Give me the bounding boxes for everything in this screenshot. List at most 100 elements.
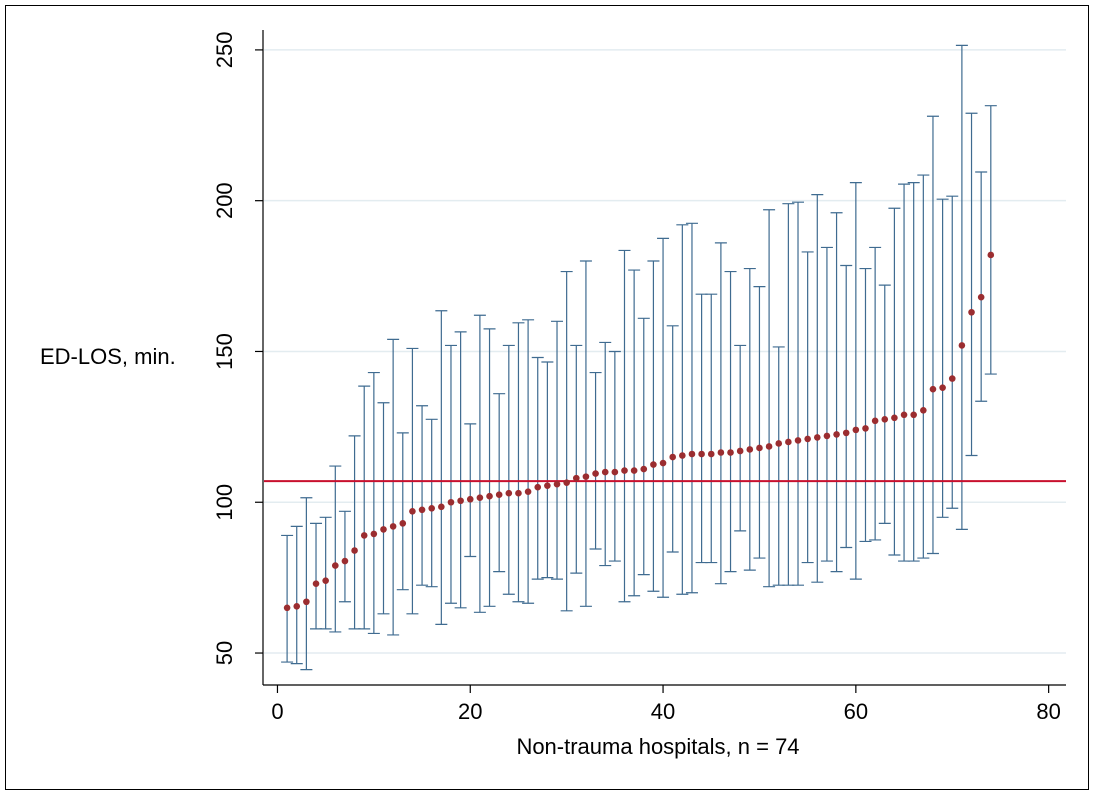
y-tick-label: 250: [212, 32, 237, 69]
point: [351, 547, 358, 554]
point: [939, 384, 946, 391]
point: [765, 443, 773, 450]
error-bar: [502, 344, 515, 595]
point: [303, 598, 310, 606]
error-bar: [753, 286, 766, 559]
error-bar: [377, 402, 390, 615]
grid: [264, 49, 1066, 654]
error-bar: [743, 267, 756, 571]
y-axis-title: ED-LOS, min.: [40, 344, 176, 369]
point: [717, 449, 725, 456]
error-bar: [493, 393, 506, 573]
error-bar: [579, 260, 592, 607]
point: [418, 506, 426, 514]
error-bar: [936, 198, 949, 518]
point: [948, 375, 956, 382]
point: [601, 468, 609, 476]
error-bar: [676, 224, 689, 595]
error-bar: [473, 314, 486, 613]
error-bar: [657, 237, 670, 598]
error-bar: [387, 338, 400, 636]
point: [813, 434, 821, 441]
point: [399, 520, 407, 527]
error-bar: [907, 181, 920, 562]
marks: [264, 44, 1066, 671]
error-bar: [281, 534, 294, 663]
x-axis-title: Non-trauma hospitals, n = 74: [516, 734, 799, 759]
point: [804, 435, 811, 443]
error-bar: [367, 371, 380, 635]
point: [862, 425, 869, 432]
error-bar: [435, 310, 448, 625]
error-bar: [734, 344, 747, 532]
point: [621, 467, 628, 474]
point: [736, 447, 744, 455]
error-bar: [512, 322, 525, 603]
point: [871, 417, 879, 425]
y-tick-label: 100: [212, 484, 237, 521]
point: [572, 474, 580, 482]
error-bar: [820, 246, 833, 562]
point: [283, 604, 291, 612]
point: [775, 440, 783, 447]
point: [727, 449, 734, 456]
error-bar: [570, 344, 583, 574]
point: [592, 470, 599, 477]
point: [495, 491, 503, 499]
y-tick-label: 50: [212, 641, 237, 665]
error-bar: [396, 432, 409, 591]
point: [341, 557, 349, 565]
point: [958, 342, 966, 349]
x-tick-label: 40: [651, 699, 675, 724]
error-bar: [859, 267, 872, 543]
error-bar: [763, 209, 776, 588]
point: [977, 293, 985, 301]
error-bar: [416, 405, 429, 586]
error-bar: [685, 222, 698, 594]
error-bar: [522, 319, 535, 604]
error-bar: [454, 331, 467, 609]
x-tick-label: 60: [844, 699, 868, 724]
point: [370, 530, 378, 538]
error-bar: [319, 516, 332, 630]
point: [746, 446, 754, 453]
error-bar: [483, 328, 496, 607]
point: [968, 308, 975, 316]
error-bar: [338, 510, 351, 603]
error-bar: [849, 181, 862, 580]
error-bar: [724, 270, 737, 573]
point: [534, 483, 542, 491]
error-bar: [878, 284, 891, 524]
point: [322, 577, 329, 584]
point: [611, 468, 619, 476]
error-bar: [888, 207, 901, 556]
point: [640, 465, 648, 473]
error-bar: [801, 251, 814, 564]
point: [833, 431, 840, 438]
point: [891, 414, 898, 422]
point: [679, 452, 686, 459]
point: [563, 479, 570, 486]
error-bar: [541, 361, 554, 579]
error-bar: [444, 344, 457, 604]
point: [360, 532, 368, 539]
point: [852, 426, 860, 434]
point: [544, 482, 551, 489]
point: [910, 411, 917, 419]
error-bar: [647, 260, 660, 592]
point: [707, 450, 715, 458]
error-bar: [705, 293, 718, 564]
point: [505, 489, 513, 497]
error-bar: [290, 525, 303, 665]
point: [582, 473, 590, 480]
error-bar: [628, 269, 641, 597]
error-bar: [792, 201, 805, 586]
point: [929, 385, 937, 393]
point: [331, 562, 339, 569]
x-tick-label: 80: [1036, 699, 1060, 724]
point: [630, 467, 638, 474]
point: [920, 406, 927, 414]
error-bar: [464, 423, 477, 558]
error-bar: [300, 497, 313, 671]
